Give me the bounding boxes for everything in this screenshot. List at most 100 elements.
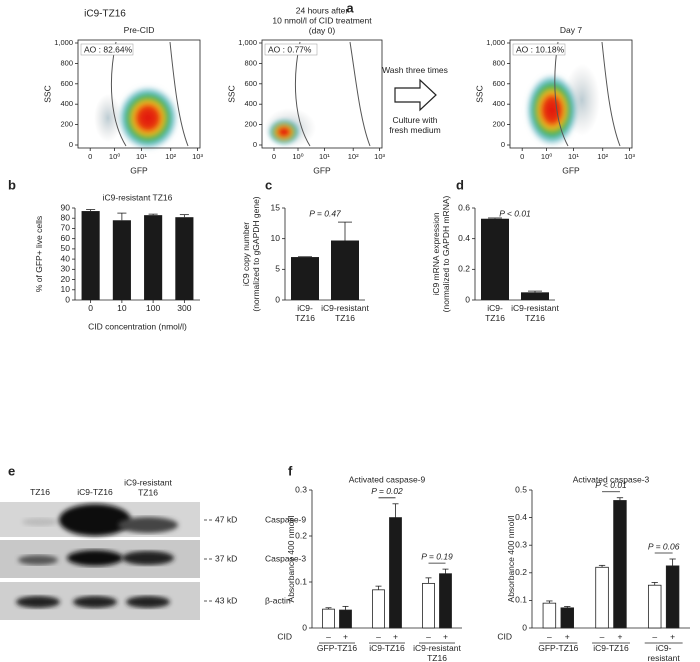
p-value: P < 0.01: [499, 208, 531, 218]
y-tick-label: 0.2: [295, 530, 307, 540]
y-tick-label: 40: [61, 253, 71, 263]
flow-y-label: SSC: [42, 85, 52, 102]
protein-label: Caspase-9: [265, 514, 306, 524]
chart-title: Activated caspase-3: [573, 474, 650, 484]
gate-box: [80, 43, 134, 56]
flow-cloud: [94, 41, 189, 150]
flow-x-tick-label: 10²: [597, 152, 608, 161]
bar: [112, 220, 131, 300]
bar: [322, 608, 335, 629]
flow-y-tick-label: 400: [244, 99, 257, 108]
flow-x-tick-label: 10⁰: [541, 152, 552, 161]
legend-label: –: [426, 631, 431, 641]
size-label: 43 kD: [215, 595, 237, 605]
legend-label: –: [376, 631, 381, 641]
y-tick-label: 90: [61, 202, 71, 212]
flow-y-tick-label: 200: [492, 120, 505, 129]
y-tick-label: 0: [302, 622, 307, 632]
flow-x-tick-label: 0: [520, 152, 524, 161]
flow-y-tick-label: 0: [69, 140, 73, 149]
bar: [144, 215, 163, 300]
y-tick-label: 20: [61, 274, 71, 284]
flow-x-label: GFP: [130, 165, 148, 175]
y-tick-label: 10: [61, 284, 71, 294]
bar: [595, 566, 609, 629]
flow-x-tick-label: 10³: [624, 152, 635, 161]
flow-x-tick-label: 0: [88, 152, 92, 161]
y-tick-label: 0.4: [458, 233, 470, 243]
flow-y-label: SSC: [226, 85, 236, 102]
bar: [422, 582, 435, 629]
flow-y-tick-label: 400: [492, 99, 505, 108]
lane-label: TZ16: [30, 487, 50, 498]
flow-x-tick-label: 0: [272, 152, 276, 161]
y-tick-label: 0.3: [515, 539, 527, 549]
y-tick-label: 0: [522, 622, 527, 632]
protein-label: Caspase-3: [265, 553, 306, 563]
flow-x-tick-label: 10¹: [568, 152, 579, 161]
legend-label: +: [617, 631, 622, 641]
bar: [372, 589, 385, 629]
flow-frame: [77, 39, 201, 149]
flow-y-tick-label: 800: [60, 58, 73, 67]
flow-panel-title: Day 7: [559, 25, 583, 36]
flow-x-tick-label: 10³: [192, 152, 203, 161]
legend-label: –: [326, 631, 331, 641]
y-tick-label: 0.3: [295, 484, 307, 494]
x-row-label: CID: [277, 631, 292, 641]
bar: [389, 517, 402, 629]
y-tick-label: 80: [61, 212, 71, 222]
p-value: P = 0.19: [421, 551, 453, 561]
panel-label: e: [8, 463, 15, 478]
y-axis-label: % of GFP+ live cells: [34, 215, 45, 293]
chart-title: iC9-resistant TZ16: [103, 192, 173, 202]
x-tick-label: iC9- TZ16: [295, 303, 315, 323]
x-tick-label: iC9-resistant TZ16: [321, 303, 369, 323]
y-tick-label: 0: [275, 294, 280, 304]
panel-label: b: [8, 177, 16, 192]
flow-x-label: GFP: [313, 165, 331, 175]
flow-cloud: [526, 41, 621, 147]
p-value: P = 0.47: [309, 208, 341, 218]
y-tick-label: 30: [61, 264, 71, 274]
x-axis-label: CID concentration (nmol/l): [88, 321, 187, 331]
bar: [647, 584, 662, 629]
flow-y-tick-label: 600: [60, 79, 73, 88]
bar: [439, 573, 452, 629]
flow-x-tick-label: 10²: [165, 152, 176, 161]
flow-y-tick-label: 1,000: [238, 38, 257, 47]
arrow: [394, 78, 437, 112]
x-tick-label: iC9-TZ16: [593, 643, 629, 653]
bar: [542, 602, 557, 629]
flow-y-tick-label: 400: [60, 99, 73, 108]
bar: [339, 609, 352, 629]
y-tick-label: 0.5: [515, 484, 527, 494]
arrow-text: Wash three times: [382, 65, 448, 75]
bar: [613, 500, 627, 629]
y-axis-label: Absorbance 400 nmol/l: [286, 515, 297, 603]
flow-panel-title: Pre-CID: [123, 25, 155, 36]
chart-title: Activated caspase-9: [349, 474, 426, 484]
y-tick-label: 60: [61, 233, 71, 243]
y-tick-label: 0: [465, 294, 470, 304]
panel-label: f: [288, 463, 293, 478]
panel-label: a: [346, 0, 354, 15]
legend-label: +: [343, 631, 348, 641]
size-label: 37 kD: [215, 553, 237, 563]
arrow-text: Culture with fresh medium: [389, 115, 441, 135]
gate-label: AO : 82.64%: [84, 44, 133, 54]
bar: [560, 607, 575, 629]
flow-y-tick-label: 0: [501, 140, 505, 149]
flow-y-label: SSC: [474, 85, 484, 102]
p-value: P = 0.06: [648, 541, 680, 551]
p-value: P < 0.01: [595, 480, 627, 490]
flow-y-tick-label: 600: [244, 79, 257, 88]
y-tick-label: 0.1: [515, 595, 527, 605]
protein-label: β-actin: [265, 595, 291, 605]
legend-label: +: [443, 631, 448, 641]
blot: [0, 502, 200, 620]
y-tick-label: 10: [271, 233, 281, 243]
flow-frame: [509, 39, 633, 149]
flow-x-tick-label: 10¹: [319, 152, 330, 161]
